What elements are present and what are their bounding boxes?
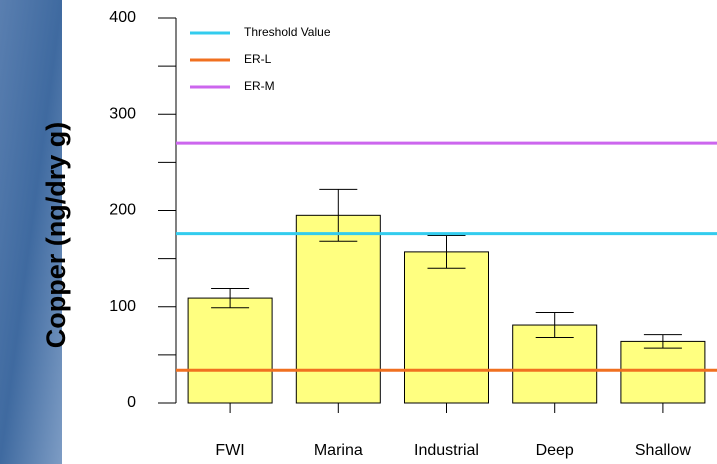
x-tick-label: Deep xyxy=(536,442,574,459)
y-tick-label: 400 xyxy=(109,9,136,26)
y-tick-label: 100 xyxy=(109,298,136,315)
error-bar xyxy=(427,235,466,269)
bar xyxy=(187,297,273,404)
y-tick-label: 300 xyxy=(109,105,136,122)
ocean-background xyxy=(0,0,62,464)
x-tick-label: Industrial xyxy=(414,442,479,459)
error-bar xyxy=(643,334,682,349)
bar xyxy=(620,340,706,404)
legend-label: ER-L xyxy=(244,52,272,66)
bar xyxy=(404,251,489,404)
y-axis-label: Copper (ng/dry g) xyxy=(41,122,71,348)
x-tick-label: FWI xyxy=(215,442,244,459)
y-tick-label: 0 xyxy=(127,394,136,411)
x-tick-label: Shallow xyxy=(635,442,691,459)
y-tick-label: 200 xyxy=(109,202,136,219)
bar xyxy=(295,214,381,404)
legend-label: ER-M xyxy=(244,79,275,93)
x-tick-label: Marina xyxy=(314,442,363,459)
error-bar xyxy=(211,287,250,309)
legend-label: Threshold Value xyxy=(244,25,331,39)
error-bar xyxy=(535,312,574,339)
